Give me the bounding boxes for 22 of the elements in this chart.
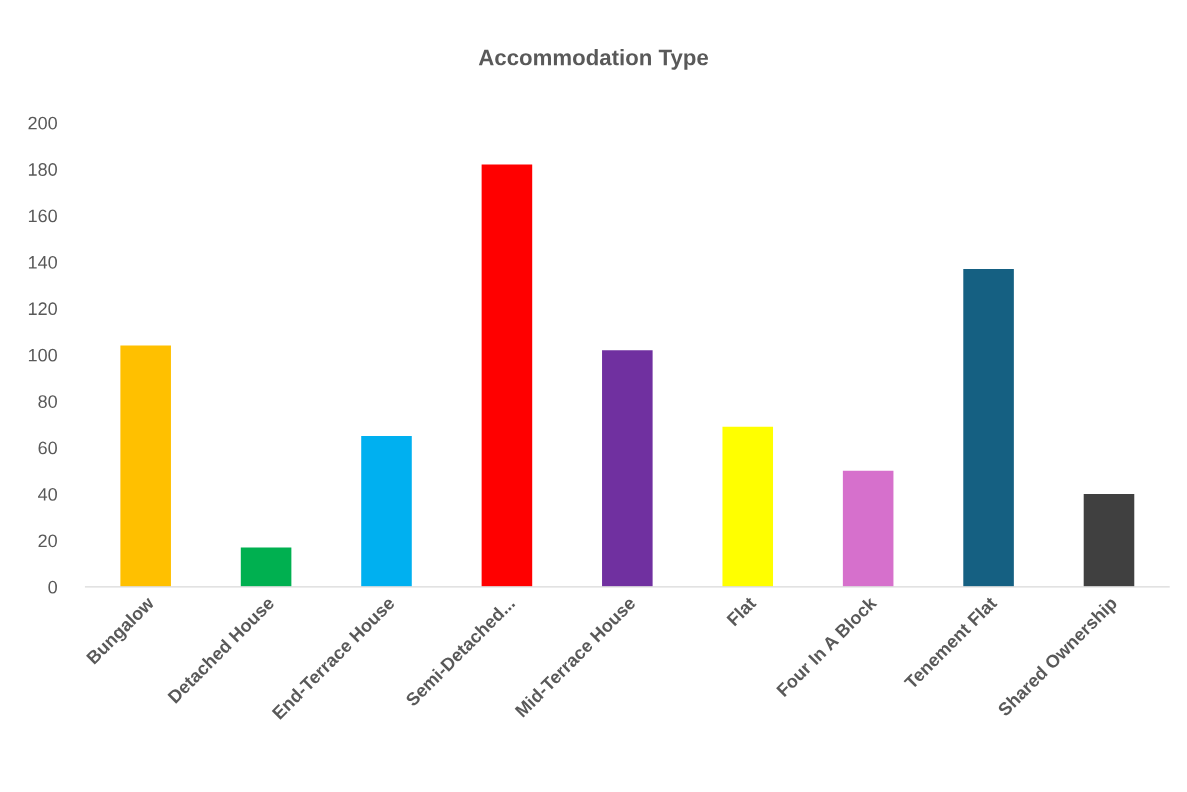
bar: [361, 436, 412, 587]
y-tick-label: 100: [28, 348, 57, 362]
y-tick-label: 60: [38, 441, 57, 455]
bar: [120, 345, 171, 587]
bar: [602, 350, 653, 587]
y-tick-label: 40: [38, 487, 57, 501]
y-tick-label: 120: [28, 302, 57, 316]
bar: [842, 470, 894, 587]
y-tick-label: 80: [38, 395, 57, 408]
y-tick-label: 200: [28, 116, 57, 130]
x-tick-label: Flat: [725, 595, 757, 627]
y-tick-label: 20: [38, 534, 57, 548]
y-tick-label: 160: [28, 209, 57, 223]
bar: [481, 164, 533, 587]
bar: [722, 426, 774, 587]
bar: [240, 547, 292, 587]
y-tick-label: 0: [48, 580, 57, 594]
chart-title: Accommodation Type: [478, 49, 708, 70]
y-tick-label: 180: [28, 163, 57, 176]
bar: [1083, 494, 1135, 587]
bar: [963, 268, 1014, 587]
y-tick-label: 140: [28, 255, 57, 269]
